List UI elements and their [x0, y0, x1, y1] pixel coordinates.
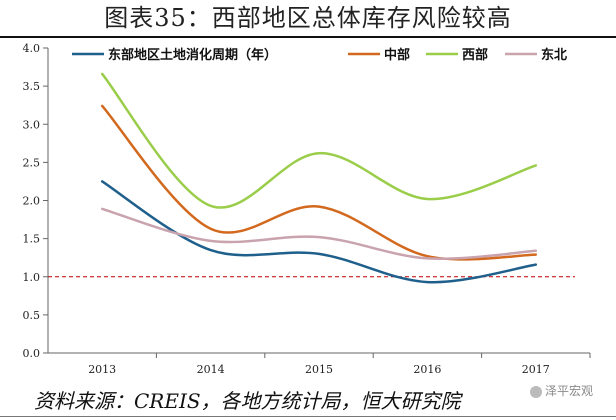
line-chart: 0.0 0.5 1.0 1.5 2.0 2.5 3.0 3.5 4.0 2013 2014 2015 2… — [23, 42, 591, 376]
y-tick-label: 2.5 — [23, 156, 41, 169]
chart-title: 图表35：西部地区总体库存风险较高 — [104, 4, 512, 32]
series-line-3 — [100, 207, 538, 261]
watermark: 泽平宏观 — [530, 382, 593, 399]
y-tick-label: 0.0 — [23, 347, 41, 360]
chart-axes: 0.0 0.5 1.0 1.5 2.0 2.5 3.0 3.5 4.0 2013 2014 2015 2… — [23, 42, 591, 376]
wechat-icon — [530, 385, 542, 398]
title-divider — [0, 36, 616, 38]
series-line-2 — [100, 72, 538, 209]
source-note: 资料来源：CREIS，各地方统计局，恒大研究院 — [34, 389, 461, 413]
legend-label-3: 东北 — [541, 47, 567, 63]
legend-label-1: 中部 — [384, 47, 410, 63]
y-tick-label: 2.0 — [23, 195, 41, 208]
series-line-0 — [100, 180, 538, 284]
y-tick-label: 1.0 — [23, 271, 41, 284]
chart-series — [100, 72, 538, 284]
y-tick-label: 0.5 — [23, 309, 41, 322]
y-tick-label: 1.5 — [23, 233, 41, 246]
y-tick-label: 4.0 — [23, 42, 41, 55]
x-tick-label: 2013 — [88, 363, 116, 376]
y-tick-label: 3.0 — [23, 118, 41, 131]
x-tick-label: 2017 — [522, 363, 550, 376]
chart-legend: 东部地区土地消化周期（年） 中部 西部 东北 — [72, 47, 567, 63]
y-tick-label: 3.5 — [23, 80, 41, 93]
bottom-divider — [0, 416, 616, 417]
watermark-text: 泽平宏观 — [545, 384, 594, 398]
x-tick-label: 2016 — [413, 363, 441, 376]
x-tick-label: 2015 — [305, 363, 333, 376]
x-tick-label: 2014 — [197, 363, 225, 376]
legend-label-0: 东部地区土地消化周期（年） — [108, 47, 277, 63]
legend-label-2: 西部 — [462, 47, 488, 63]
